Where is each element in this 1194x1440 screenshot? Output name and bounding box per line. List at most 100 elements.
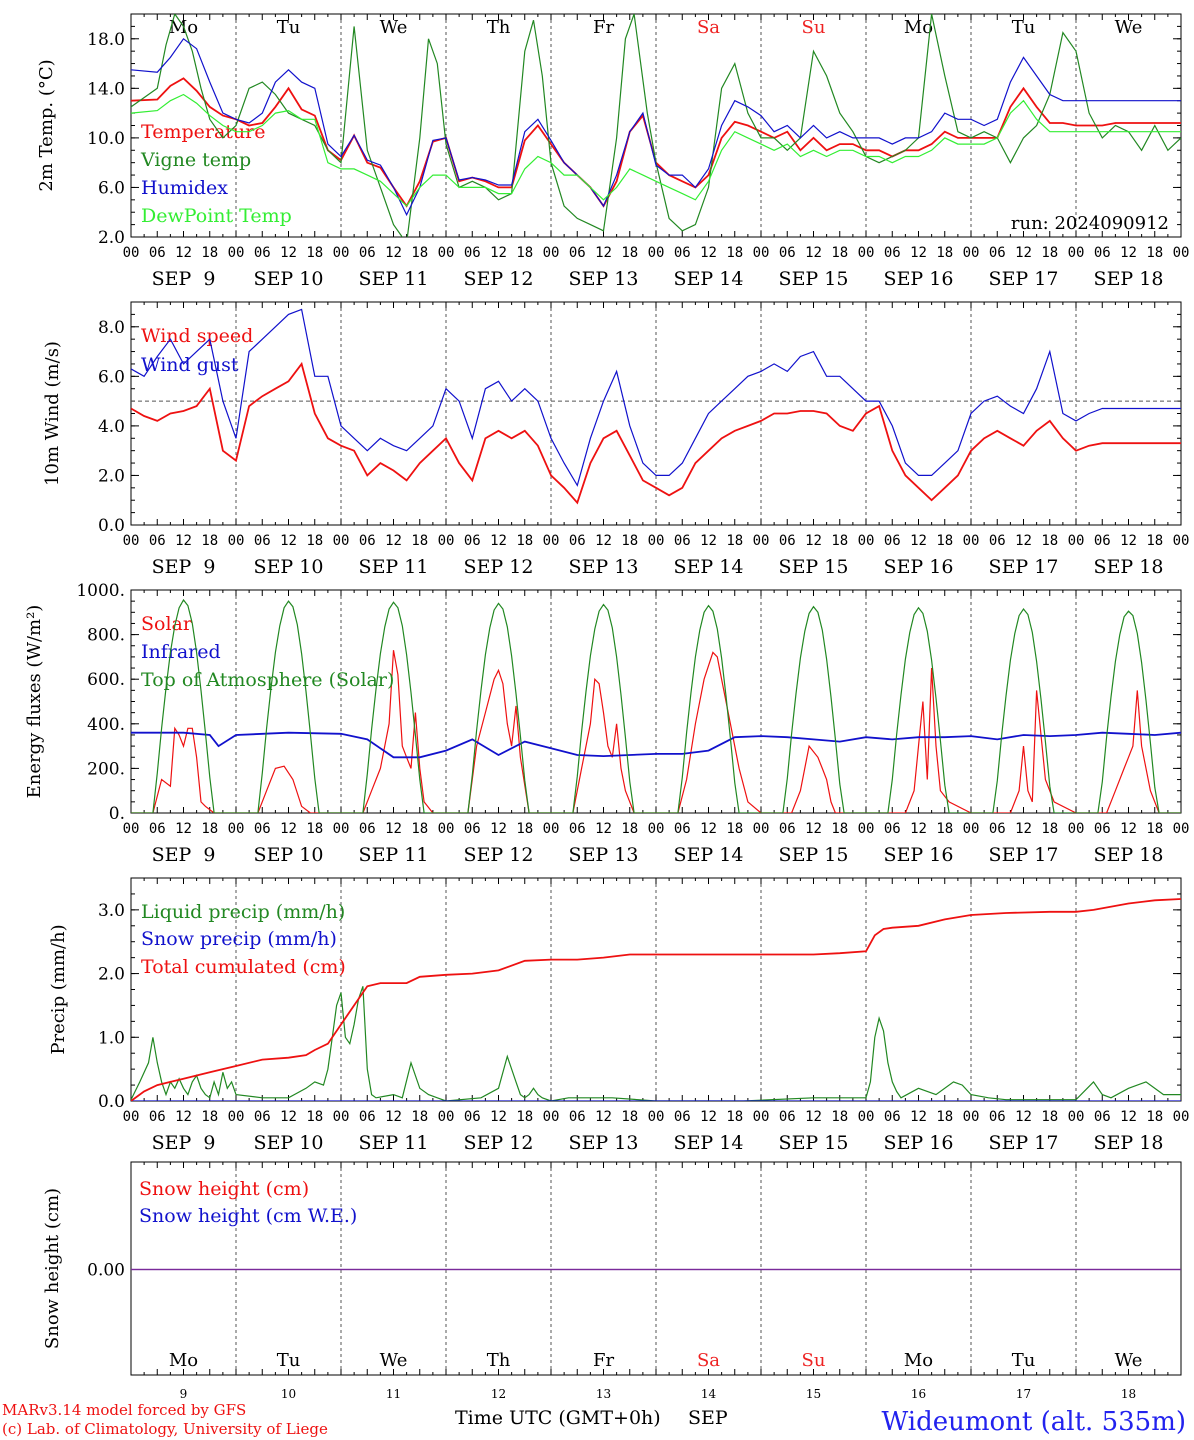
hour-tick-label: 06 bbox=[674, 1109, 691, 1125]
hour-tick-label: 12 bbox=[805, 533, 822, 549]
date-label: SEP 17 bbox=[989, 268, 1059, 290]
date-label: SEP 17 bbox=[989, 556, 1059, 578]
date-label: SEP 11 bbox=[359, 844, 429, 866]
hour-tick-label: 18 bbox=[411, 533, 428, 549]
y-tick-label: 14.0 bbox=[87, 79, 125, 99]
hour-tick-label: 06 bbox=[884, 533, 901, 549]
hour-tick-label: 18 bbox=[621, 821, 638, 837]
hour-tick-label: 06 bbox=[674, 533, 691, 549]
hour-tick-label: 00 bbox=[648, 821, 665, 837]
hour-tick-label: 00 bbox=[1068, 1109, 1085, 1125]
date-label: SEP 18 bbox=[1094, 556, 1164, 578]
hour-tick-label: 18 bbox=[201, 533, 218, 549]
y-tick-label: 10.0 bbox=[87, 129, 125, 149]
hour-tick-label: 18 bbox=[516, 1109, 533, 1125]
hour-tick-label: 06 bbox=[464, 821, 481, 837]
y-tick-label: 2.0 bbox=[98, 466, 125, 486]
hour-tick-label: 06 bbox=[1094, 821, 1111, 837]
hour-tick-label: 18 bbox=[1146, 1109, 1163, 1125]
date-label: SEP 11 bbox=[359, 268, 429, 290]
hour-tick-label: 00 bbox=[1173, 245, 1190, 261]
hour-tick-label: 18 bbox=[726, 533, 743, 549]
hour-tick-label: 00 bbox=[1173, 821, 1190, 837]
hour-tick-label: 06 bbox=[464, 1109, 481, 1125]
hour-tick-label: 00 bbox=[1173, 533, 1190, 549]
hour-tick-label: 00 bbox=[333, 245, 350, 261]
meteogram-panels: 2.06.010.014.018.02m Temp. (°C)00 06 12 18 0… bbox=[24, 13, 1190, 1401]
date-label: SEP 9 bbox=[152, 844, 216, 866]
hour-tick-label: 06 bbox=[569, 1109, 586, 1125]
hour-tick-label: 12 bbox=[385, 821, 402, 837]
panel-5: 0.00 Snow height (cm) Mo 9 Tu 10 We 11 Th 12 Fr 13 S… bbox=[42, 1161, 1182, 1401]
panel-3: 0. 200. 400. 600. 800. 1000. Energy fluxes (W/… bbox=[24, 581, 1189, 866]
day-number-label: 15 bbox=[806, 1387, 821, 1401]
hour-tick-label: 12 bbox=[280, 245, 297, 261]
hour-tick-label: 12 bbox=[385, 1109, 402, 1125]
hour-tick-label: 12 bbox=[700, 1109, 717, 1125]
hour-tick-label: 18 bbox=[1146, 533, 1163, 549]
legend-entry: Solar bbox=[141, 613, 193, 635]
hour-tick-label: 06 bbox=[149, 533, 166, 549]
hour-tick-label: 12 bbox=[175, 1109, 192, 1125]
hour-tick-label: 00 bbox=[543, 1109, 560, 1125]
date-label: SEP 10 bbox=[254, 556, 324, 578]
hour-tick-label: 12 bbox=[1015, 1109, 1032, 1125]
date-label: SEP 15 bbox=[779, 844, 849, 866]
hour-tick-label: 12 bbox=[700, 245, 717, 261]
hour-tick-label: 12 bbox=[700, 533, 717, 549]
hour-tick-label: 06 bbox=[1094, 533, 1111, 549]
footer-month-label: SEP bbox=[688, 1407, 728, 1429]
hour-tick-label: 18 bbox=[831, 245, 848, 261]
hour-tick-label: 18 bbox=[201, 245, 218, 261]
hour-tick-label: 18 bbox=[1041, 533, 1058, 549]
day-number-label: 10 bbox=[281, 1387, 296, 1401]
date-label: SEP 18 bbox=[1094, 1132, 1164, 1154]
y-tick-label: 4.0 bbox=[98, 417, 125, 437]
weekday-label: Tu bbox=[277, 1350, 301, 1371]
day-number-label: 13 bbox=[596, 1387, 611, 1401]
panel-2: 0.0 2.0 4.0 6.0 8.0 10m Wind (m/s) 00 06 12 18 00 0… bbox=[42, 301, 1190, 578]
series-line-1 bbox=[131, 77, 1181, 208]
hour-tick-label: 00 bbox=[1068, 821, 1085, 837]
hour-tick-label: 18 bbox=[1146, 245, 1163, 261]
weekday-label: Mo bbox=[904, 17, 933, 38]
date-label: SEP 9 bbox=[152, 268, 216, 290]
hour-tick-label: 00 bbox=[438, 245, 455, 261]
hour-tick-label: 00 bbox=[753, 1109, 770, 1125]
hour-tick-label: 12 bbox=[1120, 245, 1137, 261]
hour-tick-label: 18 bbox=[201, 821, 218, 837]
hour-tick-label: 06 bbox=[254, 821, 271, 837]
hour-tick-label: 12 bbox=[1120, 1109, 1137, 1125]
series-line-3 bbox=[131, 598, 1181, 813]
hour-tick-label: 00 bbox=[858, 245, 875, 261]
hour-tick-label: 18 bbox=[1041, 1109, 1058, 1125]
weekday-label: We bbox=[380, 1350, 408, 1371]
date-label: SEP 10 bbox=[254, 844, 324, 866]
hour-tick-label: 18 bbox=[936, 245, 953, 261]
hour-tick-label: 18 bbox=[621, 245, 638, 261]
legend-entry: Top of Atmosphere (Solar) bbox=[141, 669, 394, 691]
hour-tick-label: 18 bbox=[201, 1109, 218, 1125]
hour-tick-label: 12 bbox=[385, 533, 402, 549]
hour-tick-label: 06 bbox=[1094, 1109, 1111, 1125]
hour-tick-label: 00 bbox=[438, 1109, 455, 1125]
weekday-label: Sa bbox=[697, 17, 720, 38]
hour-tick-label: 12 bbox=[280, 533, 297, 549]
hour-tick-label: 00 bbox=[858, 533, 875, 549]
hour-tick-label: 06 bbox=[989, 821, 1006, 837]
hour-tick-label: 06 bbox=[149, 821, 166, 837]
hour-tick-label: 00 bbox=[123, 821, 140, 837]
hour-tick-label: 06 bbox=[359, 1109, 376, 1125]
hour-tick-label: 18 bbox=[726, 1109, 743, 1125]
series-line-2 bbox=[131, 731, 1181, 759]
hour-tick-label: 18 bbox=[726, 245, 743, 261]
hour-tick-label: 00 bbox=[648, 1109, 665, 1125]
hour-tick-label: 18 bbox=[306, 533, 323, 549]
hour-tick-label: 18 bbox=[831, 1109, 848, 1125]
hour-tick-label: 06 bbox=[779, 533, 796, 549]
panel-1: 2.0 6.0 10.0 14.0 18.0 2m Temp. (°C) 00 06 12 18 0… bbox=[36, 13, 1190, 290]
day-number-label: 18 bbox=[1121, 1387, 1136, 1401]
date-label: SEP 12 bbox=[464, 1132, 534, 1154]
y-tick-label: 2.0 bbox=[98, 228, 125, 248]
hour-tick-label: 00 bbox=[543, 245, 560, 261]
